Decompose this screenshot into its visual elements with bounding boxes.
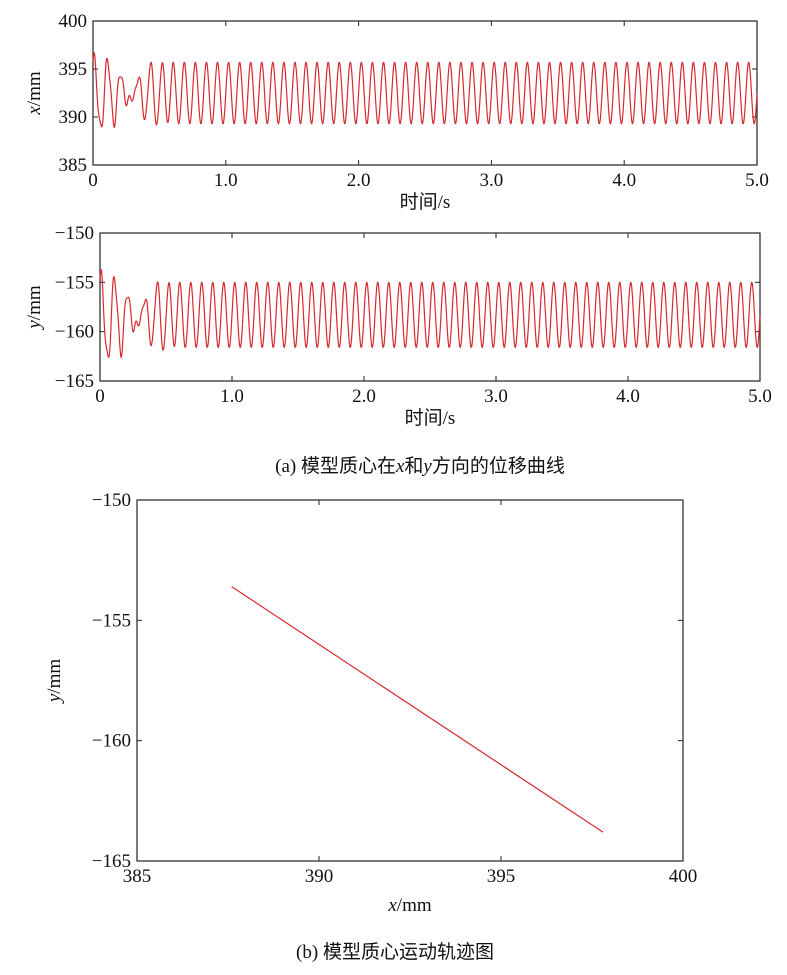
x-tick-label: 395 <box>487 866 516 887</box>
y-tick-label: 385 <box>59 155 88 176</box>
plot-frame <box>136 499 684 862</box>
displacement-series-line <box>92 52 758 128</box>
y-tick-label: 395 <box>59 59 88 80</box>
y-tick-label: −165 <box>92 851 131 872</box>
y-tick-label: −165 <box>55 371 94 392</box>
x-tick-label: 3.0 <box>480 170 504 191</box>
x-displacement-panel: 0 1.0 2.0 3.0 4.0 5.0 385 390 395 400 时间/s x/mm <box>24 11 769 213</box>
y-axis-label: x/mm <box>24 71 45 115</box>
y-tick-label: −160 <box>55 322 94 343</box>
x-axis-label: x/mm <box>387 895 431 916</box>
y-displacement-panel: 0 1.0 2.0 3.0 4.0 5.0 −165 −160 −155 −150 时间/s y/mm <box>24 223 772 429</box>
x-axis-label: 时间/s <box>400 191 451 213</box>
x-tick-label: 1.0 <box>220 386 244 407</box>
y-tick-label: −150 <box>92 490 131 511</box>
x-tick-label: 4.0 <box>616 386 640 407</box>
plot-frame <box>99 232 761 382</box>
x-tick-label: 0 <box>88 170 98 191</box>
y-axis-label-var: x <box>24 106 45 116</box>
x-axis-label: 时间/s <box>405 407 456 429</box>
y-axis-label-var: y <box>24 320 45 331</box>
y-tick-label: 400 <box>59 11 88 32</box>
displacement-series-line <box>99 269 761 359</box>
y-axis-label: y/mm <box>24 285 45 330</box>
y-axis-label-unit: /mm <box>24 285 45 320</box>
y-axis-label-unit: /mm <box>24 71 45 106</box>
x-tick-label: 5.0 <box>745 170 769 191</box>
x-tick-label: 2.0 <box>352 386 376 407</box>
x-tick-label: 3.0 <box>484 386 508 407</box>
y-axis-label: y/mm <box>44 659 65 704</box>
x-tick-label: 1.0 <box>214 170 238 191</box>
x-tick-label: 385 <box>123 866 152 887</box>
x-axis-label-var: x <box>387 895 397 916</box>
y-tick-label: −155 <box>55 272 94 293</box>
x-tick-label: 5.0 <box>748 386 772 407</box>
y-tick-label: −155 <box>92 610 131 631</box>
y-axis-label-unit: /mm <box>44 659 65 694</box>
y-tick-label: −150 <box>55 223 94 244</box>
x-axis-label-unit: /mm <box>397 895 432 916</box>
x-tick-label: 390 <box>305 866 334 887</box>
caption-a: (a) 模型质心在x和y方向的位移曲线 <box>275 455 565 477</box>
x-tick-label: 2.0 <box>347 170 371 191</box>
trajectory-series-line <box>231 586 604 833</box>
y-tick-label: −160 <box>92 731 131 752</box>
x-tick-label: 400 <box>669 866 698 887</box>
caption-b: (b) 模型质心运动轨迹图 <box>296 941 494 963</box>
x-tick-label: 4.0 <box>612 170 636 191</box>
y-tick-label: 390 <box>59 107 88 128</box>
x-tick-label: 0 <box>95 386 105 407</box>
y-axis-label-var: y <box>44 693 65 704</box>
